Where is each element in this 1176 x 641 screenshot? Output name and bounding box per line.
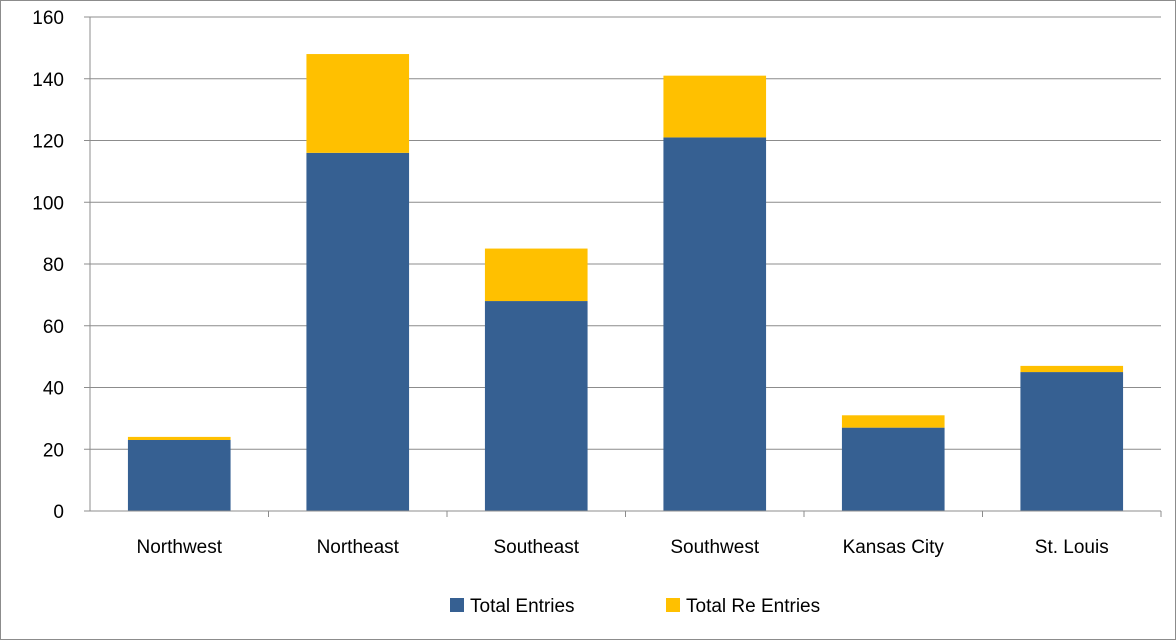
gridlines — [90, 16, 1161, 512]
bar-total-re-entries-southwest — [663, 75, 767, 138]
legend-swatch — [666, 598, 680, 612]
bar-total-entries-southeast — [484, 301, 588, 511]
legend-label: Total Entries — [470, 596, 575, 617]
legend-label: Total Re Entries — [686, 596, 820, 617]
y-tick-label: 40 — [43, 379, 64, 400]
legend: Total Entries Total Re Entries — [450, 596, 820, 617]
y-tick-label: 120 — [32, 132, 64, 153]
y-tick-label: 80 — [43, 255, 64, 276]
legend-swatch — [450, 598, 464, 612]
y-tick-label: 60 — [43, 317, 64, 338]
bar-total-re-entries-st-louis — [1020, 365, 1124, 373]
x-tick-label: Northeast — [317, 537, 400, 558]
y-tick-label: 20 — [43, 440, 64, 461]
bar-total-re-entries-kansas-city — [841, 415, 945, 428]
bar-total-entries-northeast — [306, 152, 410, 511]
bar-total-re-entries-northwest — [127, 436, 231, 440]
bar-total-entries-southwest — [663, 137, 767, 511]
axes: 0 20 40 60 80 100 120 140 160 Northwest Northeast S… — [32, 8, 1162, 558]
bar-total-entries-st-louis — [1020, 372, 1124, 511]
x-tick-label: Southeast — [493, 537, 579, 558]
bars — [127, 54, 1124, 511]
x-tick-label: Southwest — [670, 537, 759, 558]
bar-total-re-entries-northeast — [306, 54, 410, 153]
y-tick-label: 0 — [53, 502, 64, 523]
x-tick-label: St. Louis — [1035, 537, 1109, 558]
bar-total-entries-northwest — [127, 439, 231, 511]
bar-total-entries-kansas-city — [841, 427, 945, 511]
y-tick-label: 160 — [32, 8, 64, 29]
bar-total-re-entries-southeast — [484, 248, 588, 302]
x-tick-label: Northwest — [136, 537, 222, 558]
y-tick-label: 100 — [32, 193, 64, 214]
x-tick-label: Kansas City — [843, 537, 945, 558]
y-tick-label: 140 — [32, 70, 64, 91]
